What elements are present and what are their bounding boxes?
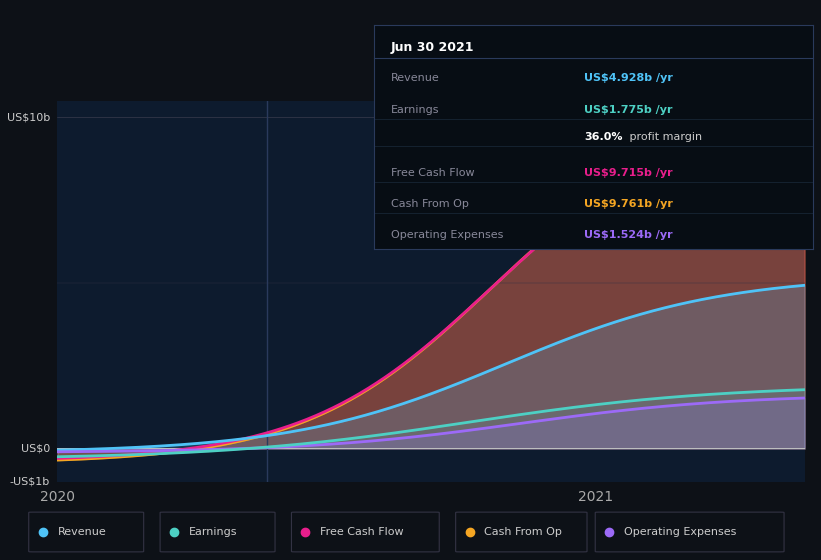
Text: Revenue: Revenue (391, 73, 440, 83)
Text: US$9.761b /yr: US$9.761b /yr (585, 199, 673, 209)
Text: US$1.524b /yr: US$1.524b /yr (585, 230, 673, 240)
Text: US$0: US$0 (21, 444, 50, 454)
Text: US$1.775b /yr: US$1.775b /yr (585, 105, 673, 115)
Text: US$4.928b /yr: US$4.928b /yr (585, 73, 673, 83)
Text: Operating Expenses: Operating Expenses (391, 230, 503, 240)
Text: Jun 30 2021: Jun 30 2021 (391, 41, 475, 54)
Text: US$9.715b /yr: US$9.715b /yr (585, 167, 673, 178)
Text: 36.0%: 36.0% (585, 132, 623, 142)
Text: Free Cash Flow: Free Cash Flow (320, 527, 404, 537)
Text: Earnings: Earnings (391, 105, 439, 115)
Text: US$10b: US$10b (7, 113, 50, 122)
Text: Cash From Op: Cash From Op (484, 527, 562, 537)
Text: profit margin: profit margin (626, 132, 702, 142)
Text: Cash From Op: Cash From Op (391, 199, 469, 209)
Text: Earnings: Earnings (189, 527, 237, 537)
Text: Revenue: Revenue (57, 527, 106, 537)
Text: Operating Expenses: Operating Expenses (624, 527, 736, 537)
Text: Free Cash Flow: Free Cash Flow (391, 167, 475, 178)
Text: -US$1b: -US$1b (10, 477, 50, 487)
